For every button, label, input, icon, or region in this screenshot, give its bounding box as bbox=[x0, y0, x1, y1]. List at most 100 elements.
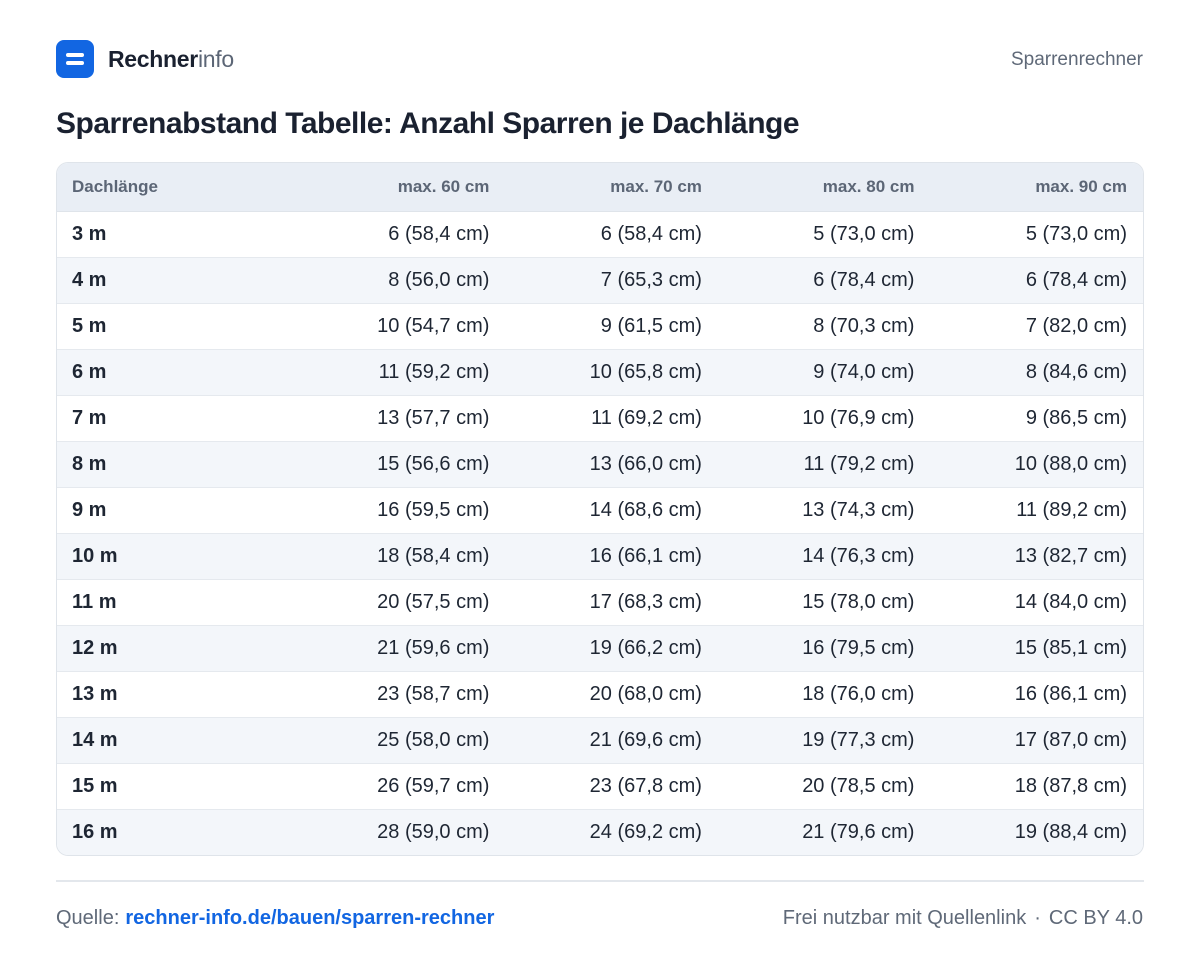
rafter-count-cell: 16 (66,1 cm) bbox=[505, 532, 718, 579]
rafter-count-cell: 19 (66,2 cm) bbox=[505, 624, 718, 671]
rafter-count-cell: 20 (57,5 cm) bbox=[292, 578, 506, 625]
rafter-count-cell: 13 (74,3 cm) bbox=[717, 486, 931, 533]
row-label-cell: 3 m bbox=[72, 222, 107, 245]
table-row: 14 m 25 (58,0 cm) 21 (69,6 cm) 19 (77,3 cm)… bbox=[57, 716, 1143, 763]
table-row: 16 m 28 (59,0 cm) 24 (69,2 cm) 21 (79,6 cm)… bbox=[57, 808, 1143, 855]
rafter-count-cell: 18 (87,8 cm) bbox=[930, 762, 1143, 809]
rafter-count-cell: 11 (89,2 cm) bbox=[930, 486, 1143, 533]
table-row: 9 m 16 (59,5 cm) 14 (68,6 cm) 13 (74,3 cm) 1… bbox=[57, 486, 1143, 533]
rafter-count-cell: 8 (56,0 cm) bbox=[292, 256, 506, 303]
rafter-count-cell: 6 (58,4 cm) bbox=[388, 222, 490, 245]
license-name: CC BY 4.0 bbox=[1048, 907, 1143, 929]
rafter-count-cell: 6 (78,4 cm) bbox=[717, 256, 931, 303]
rafter-count-cell: 11 (69,2 cm) bbox=[505, 394, 718, 441]
rafter-count-cell: 24 (69,2 cm) bbox=[505, 808, 718, 855]
rafter-count-cell: 21 (59,6 cm) bbox=[292, 624, 506, 671]
row-label-cell: 14 m bbox=[57, 716, 293, 763]
source-label: Quelle: bbox=[56, 907, 120, 929]
table-row: 6 m 11 (59,2 cm) 10 (65,8 cm) 9 (74,0 cm) 8 … bbox=[57, 348, 1143, 395]
table-row: 8 m 15 (56,6 cm) 13 (66,0 cm) 11 (79,2 cm) 1… bbox=[57, 440, 1143, 487]
brand-wordmark[interactable]: Rechnerinfo bbox=[108, 46, 234, 72]
license-info: Frei nutzbar mit Quellenlink · CC BY 4.0 bbox=[783, 905, 1143, 931]
page-title: Sparrenabstand Tabelle: Anzahl Sparren j… bbox=[56, 107, 800, 140]
rafter-count-cell: 8 (70,3 cm) bbox=[717, 302, 931, 349]
row-label-cell: 15 m bbox=[57, 762, 293, 809]
page-footer: Quelle: rechner-info.de/bauen/sparren-rec… bbox=[56, 905, 1144, 931]
rafter-count-cell: 16 (79,5 cm) bbox=[717, 624, 931, 671]
rafter-count-cell: 26 (59,7 cm) bbox=[292, 762, 506, 809]
rafter-count-cell: 18 (76,0 cm) bbox=[717, 670, 931, 717]
table-row: 12 m 21 (59,6 cm) 19 (66,2 cm) 16 (79,5 cm)… bbox=[57, 624, 1143, 671]
row-label-cell: 11 m bbox=[57, 578, 293, 625]
rafter-count-cell: 14 (68,6 cm) bbox=[505, 486, 718, 533]
rafter-count-cell: 15 (78,0 cm) bbox=[717, 578, 931, 625]
table-row: 15 m 26 (59,7 cm) 23 (67,8 cm) 20 (78,5 cm)… bbox=[57, 762, 1143, 809]
equals-logo-icon[interactable] bbox=[56, 40, 94, 78]
rafter-count-cell: 10 (88,0 cm) bbox=[930, 440, 1143, 487]
page-header: Rechnerinfo Sparrenrechner bbox=[56, 40, 1144, 78]
brand-name-light: info bbox=[197, 46, 234, 72]
rafter-count-cell: 9 (86,5 cm) bbox=[930, 394, 1143, 441]
row-label-cell: 5 m bbox=[57, 302, 293, 349]
rafter-count-cell: 9 (61,5 cm) bbox=[505, 302, 718, 349]
row-label-cell: 4 m bbox=[57, 256, 293, 303]
rafter-count-cell: 10 (65,8 cm) bbox=[505, 348, 718, 395]
rafter-count-cell: 13 (66,0 cm) bbox=[505, 440, 718, 487]
row-label-cell: 16 m bbox=[57, 808, 293, 855]
row-label-cell: 7 m bbox=[57, 394, 293, 441]
footer-divider bbox=[56, 880, 1144, 882]
rafter-count-cell: 13 (82,7 cm) bbox=[930, 532, 1143, 579]
rafter-count-cell: 19 (88,4 cm) bbox=[930, 808, 1143, 855]
table-body: 3 m 6 (58,4 cm) 6 (58,4 cm) 5 (73,0 cm) 5 (7… bbox=[57, 211, 1143, 855]
table-head: Dachlänge max. 60 cm max. 70 cm max. 80 cm m… bbox=[57, 163, 1143, 212]
rafter-count-cell: 21 (79,6 cm) bbox=[717, 808, 931, 855]
rafter-count-cell: 14 (76,3 cm) bbox=[717, 532, 931, 579]
brand-name-strong: Rechner bbox=[108, 46, 198, 72]
rafter-count-cell: 5 (73,0 cm) bbox=[813, 222, 915, 245]
rafter-count-cell: 6 (78,4 cm) bbox=[930, 256, 1143, 303]
rafter-count-cell: 25 (58,0 cm) bbox=[292, 716, 506, 763]
rafter-count-cell: 28 (59,0 cm) bbox=[292, 808, 506, 855]
rafter-count-cell: 10 (54,7 cm) bbox=[292, 302, 506, 349]
row-label-cell: 10 m bbox=[57, 532, 293, 579]
rafter-count-cell: 11 (79,2 cm) bbox=[717, 440, 931, 487]
rafter-count-cell: 7 (65,3 cm) bbox=[505, 256, 718, 303]
rafter-count-cell: 9 (74,0 cm) bbox=[717, 348, 931, 395]
row-label-cell: 6 m bbox=[57, 348, 293, 395]
table-row: 13 m 23 (58,7 cm) 20 (68,0 cm) 18 (76,0 cm)… bbox=[57, 670, 1143, 717]
row-label-cell: 13 m bbox=[57, 670, 293, 717]
rafter-count-cell: 18 (58,4 cm) bbox=[292, 532, 506, 579]
rafter-table-card: Dachlänge max. 60 cm max. 70 cm max. 80 cm m… bbox=[56, 162, 1144, 856]
source-link[interactable]: rechner-info.de/bauen/sparren-rechner bbox=[125, 907, 495, 929]
rafter-count-cell: 23 (58,7 cm) bbox=[292, 670, 506, 717]
rafter-count-cell: 15 (85,1 cm) bbox=[930, 624, 1143, 671]
rafter-count-cell: 5 (73,0 cm) bbox=[1025, 222, 1127, 245]
row-label-cell: 8 m bbox=[57, 440, 293, 487]
rafter-count-cell: 15 (56,6 cm) bbox=[292, 440, 506, 487]
license-separator: · bbox=[1034, 907, 1041, 929]
rafter-count-cell: 16 (59,5 cm) bbox=[292, 486, 506, 533]
row-label-cell: 9 m bbox=[57, 486, 293, 533]
column-header-max-80: max. 80 cm bbox=[717, 163, 931, 212]
column-header-max-70: max. 70 cm bbox=[505, 163, 718, 212]
rafter-count-cell: 20 (78,5 cm) bbox=[717, 762, 931, 809]
rafter-count-cell: 17 (68,3 cm) bbox=[505, 578, 718, 625]
rafter-count-cell: 13 (57,7 cm) bbox=[292, 394, 506, 441]
table-row: 10 m 18 (58,4 cm) 16 (66,1 cm) 14 (76,3 cm)… bbox=[57, 532, 1143, 579]
rafter-count-cell: 16 (86,1 cm) bbox=[930, 670, 1143, 717]
rafter-count-cell: 20 (68,0 cm) bbox=[505, 670, 718, 717]
rafter-count-cell: 19 (77,3 cm) bbox=[717, 716, 931, 763]
table-header-row: Dachlänge max. 60 cm max. 70 cm max. 80 cm m… bbox=[57, 163, 1143, 212]
header-section-link[interactable]: Sparrenrechner bbox=[1010, 49, 1143, 70]
license-text: Frei nutzbar mit Quellenlink bbox=[782, 907, 1027, 929]
column-header-max-90: max. 90 cm bbox=[930, 163, 1143, 212]
column-header-dachlaenge: Dachlänge bbox=[57, 163, 293, 212]
rafter-count-cell: 11 (59,2 cm) bbox=[292, 348, 506, 395]
table-row: 3 m 6 (58,4 cm) 6 (58,4 cm) 5 (73,0 cm) 5 (7… bbox=[57, 211, 1143, 257]
rafter-count-cell: 10 (76,9 cm) bbox=[717, 394, 931, 441]
table-row: 11 m 20 (57,5 cm) 17 (68,3 cm) 15 (78,0 cm)… bbox=[57, 578, 1143, 625]
rafter-count-cell: 14 (84,0 cm) bbox=[930, 578, 1143, 625]
rafter-count-cell: 7 (82,0 cm) bbox=[930, 302, 1143, 349]
rafter-table: Dachlänge max. 60 cm max. 70 cm max. 80 cm m… bbox=[57, 163, 1143, 855]
